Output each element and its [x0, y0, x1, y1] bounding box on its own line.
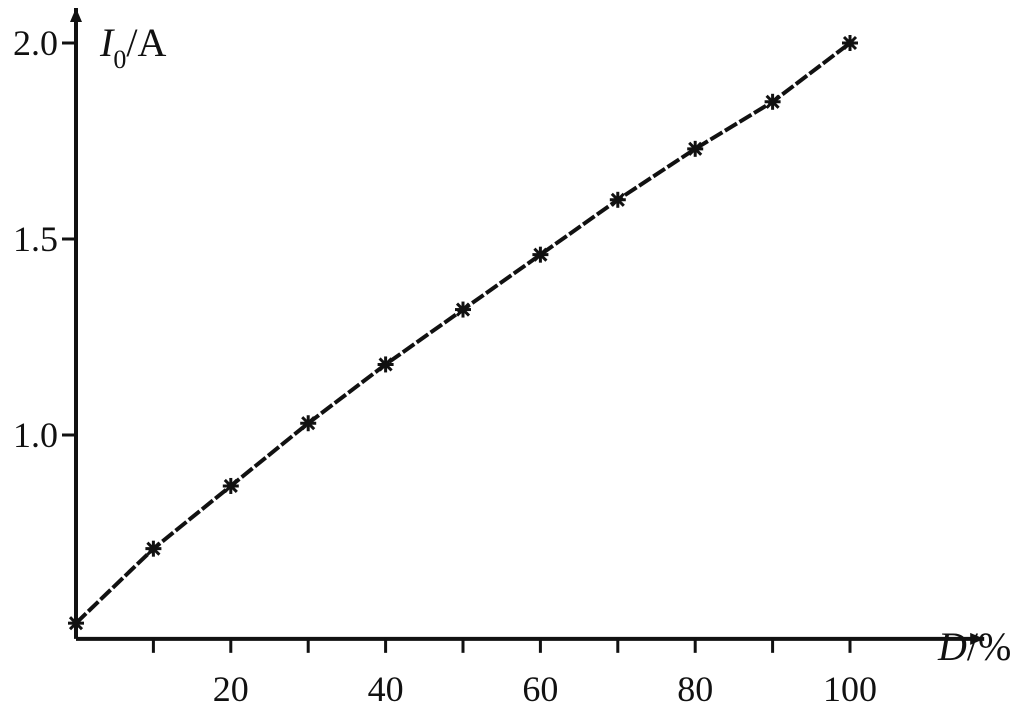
x-tick-label: 40	[368, 669, 404, 708]
data-point	[609, 191, 626, 208]
data-point	[532, 246, 549, 263]
y-tick-label: 1.5	[13, 219, 58, 259]
data-point	[842, 35, 858, 51]
data-point	[145, 540, 162, 557]
series-line	[74, 41, 852, 625]
x-tick-label: 60	[522, 669, 558, 708]
y-axis-arrow	[70, 8, 82, 22]
x-tick-label: 80	[677, 669, 713, 708]
data-point	[455, 301, 471, 318]
data-point	[300, 415, 317, 432]
x-axis-arrow	[970, 632, 985, 645]
data-point	[687, 140, 704, 157]
data-point	[68, 615, 84, 632]
data-point	[764, 93, 781, 110]
x-tick-label: 100	[823, 669, 877, 708]
y-tick-label: 1.0	[13, 415, 58, 455]
x-tick-label: 20	[213, 669, 249, 708]
data-point	[377, 356, 394, 373]
data-point	[222, 477, 239, 494]
y-tick-label: 2.0	[13, 23, 58, 63]
x-axis-label: D/%	[937, 624, 1011, 669]
y-axis-label: I0/A	[99, 20, 166, 74]
